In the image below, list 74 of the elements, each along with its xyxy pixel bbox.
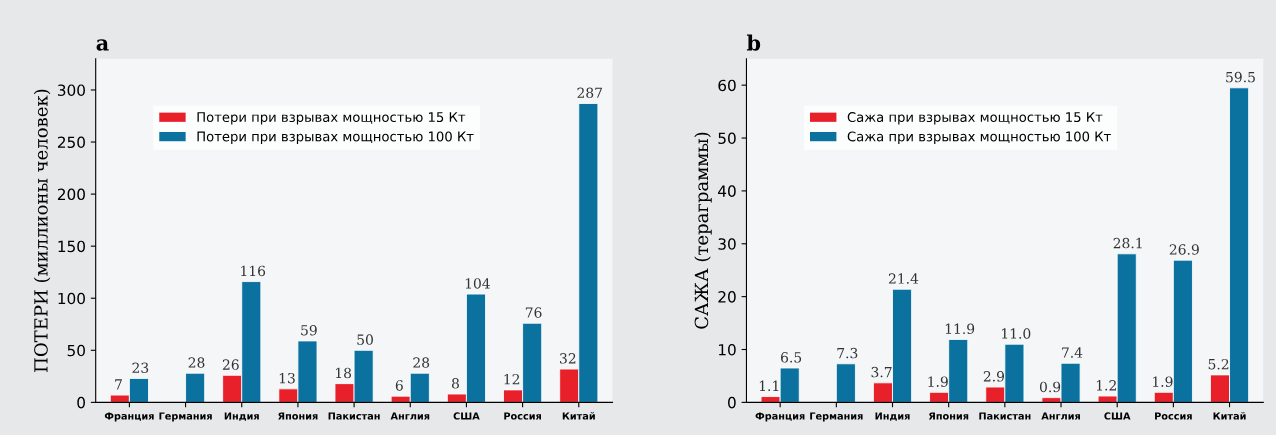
x-tick-label: США bbox=[453, 412, 480, 420]
x-tick-label: Россия bbox=[504, 412, 541, 420]
data-label: 7 bbox=[115, 379, 122, 390]
x-tick-label: Индия bbox=[875, 412, 910, 421]
x-tick-label: Индия bbox=[224, 412, 259, 421]
data-label: 2.9 bbox=[983, 371, 1005, 382]
y-axis-title: ПОТЕРИ (миллионы человек) bbox=[33, 89, 51, 372]
x-tick-label: Россия bbox=[1155, 412, 1192, 420]
data-label: 11.9 bbox=[945, 323, 975, 335]
data-label: 28 bbox=[413, 357, 430, 368]
chart-title: b bbox=[746, 34, 761, 51]
legend-label: Сажа при взрывах мощностью 15 Кт bbox=[847, 112, 1103, 125]
x-tick-label: Франция bbox=[755, 412, 805, 422]
data-label: 6 bbox=[395, 380, 403, 391]
y-tick-label: 50 bbox=[718, 132, 736, 145]
data-label: 3.7 bbox=[871, 366, 892, 378]
data-label: 28.1 bbox=[1113, 237, 1142, 249]
y-tick-label: 60 bbox=[718, 79, 736, 92]
data-label: 26.9 bbox=[1169, 244, 1199, 255]
data-label: 7.4 bbox=[1062, 347, 1083, 358]
y-tick-label: 0 bbox=[77, 396, 85, 409]
data-label: 21.4 bbox=[888, 273, 919, 284]
data-label: 23 bbox=[132, 362, 149, 373]
x-tick-label: Франция bbox=[104, 412, 154, 422]
y-tick-label: 100 bbox=[58, 292, 85, 305]
y-tick-label: 250 bbox=[57, 136, 85, 149]
data-label: 11.0 bbox=[1002, 328, 1031, 339]
data-label: 1.9 bbox=[1153, 376, 1173, 387]
data-label: 18 bbox=[335, 367, 352, 379]
y-tick-label: 200 bbox=[57, 188, 85, 201]
y-tick-label: 50 bbox=[67, 344, 85, 357]
y-axis-title: САЖА (тераграммы) bbox=[694, 132, 712, 329]
y-tick-label: 0 bbox=[728, 396, 736, 409]
legend-label: Потери при взрывах мощностью 100 Кт bbox=[197, 131, 474, 144]
data-label: 50 bbox=[357, 334, 373, 345]
x-tick-label: США bbox=[1104, 412, 1131, 420]
data-label: 28 bbox=[188, 357, 205, 368]
data-label: 104 bbox=[465, 278, 490, 289]
x-tick-label: Китай bbox=[562, 412, 595, 420]
x-tick-label: Германия bbox=[810, 412, 863, 422]
data-label: 0.9 bbox=[1039, 381, 1061, 393]
data-label: 1.9 bbox=[928, 376, 948, 387]
data-label: 1.2 bbox=[1096, 380, 1116, 391]
data-label: 59 bbox=[301, 324, 317, 336]
data-label: 5.2 bbox=[1208, 358, 1229, 370]
data-label: 13 bbox=[279, 372, 295, 384]
data-label: 76 bbox=[525, 307, 542, 318]
x-tick-label: Китай bbox=[1213, 412, 1246, 420]
x-tick-label: Пакистан bbox=[979, 412, 1031, 420]
x-tick-label: Пакистан bbox=[328, 412, 380, 420]
data-label: 287 bbox=[577, 87, 602, 99]
x-tick-label: Англия bbox=[1041, 412, 1080, 420]
data-label: 59.5 bbox=[1226, 71, 1255, 83]
x-tick-label: Англия bbox=[390, 412, 430, 420]
y-tick-label: 40 bbox=[718, 185, 736, 197]
legend-label: Потери при взрывах мощностью 15 Кт bbox=[197, 112, 466, 125]
x-tick-label: Япония bbox=[928, 412, 969, 420]
data-label: 7.3 bbox=[837, 347, 858, 359]
legend-label: Сажа при взрывах мощностью 100 Кт bbox=[847, 131, 1111, 144]
x-tick-label: Япония bbox=[278, 412, 318, 420]
x-tick-label: Германия bbox=[159, 412, 212, 422]
data-label: 32 bbox=[560, 353, 576, 364]
data-label: 26 bbox=[222, 359, 239, 370]
y-tick-label: 20 bbox=[718, 291, 736, 303]
data-label: 116 bbox=[241, 265, 266, 277]
y-tick-label: 150 bbox=[58, 240, 85, 253]
data-label: 12 bbox=[504, 373, 520, 385]
y-tick-label: 300 bbox=[57, 84, 85, 96]
y-tick-label: 10 bbox=[718, 343, 736, 356]
data-label: 1.1 bbox=[759, 380, 779, 392]
data-label: 8 bbox=[451, 378, 459, 389]
data-label: 6.5 bbox=[781, 352, 802, 363]
chart-title: a bbox=[96, 39, 109, 51]
y-tick-label: 30 bbox=[718, 238, 736, 250]
